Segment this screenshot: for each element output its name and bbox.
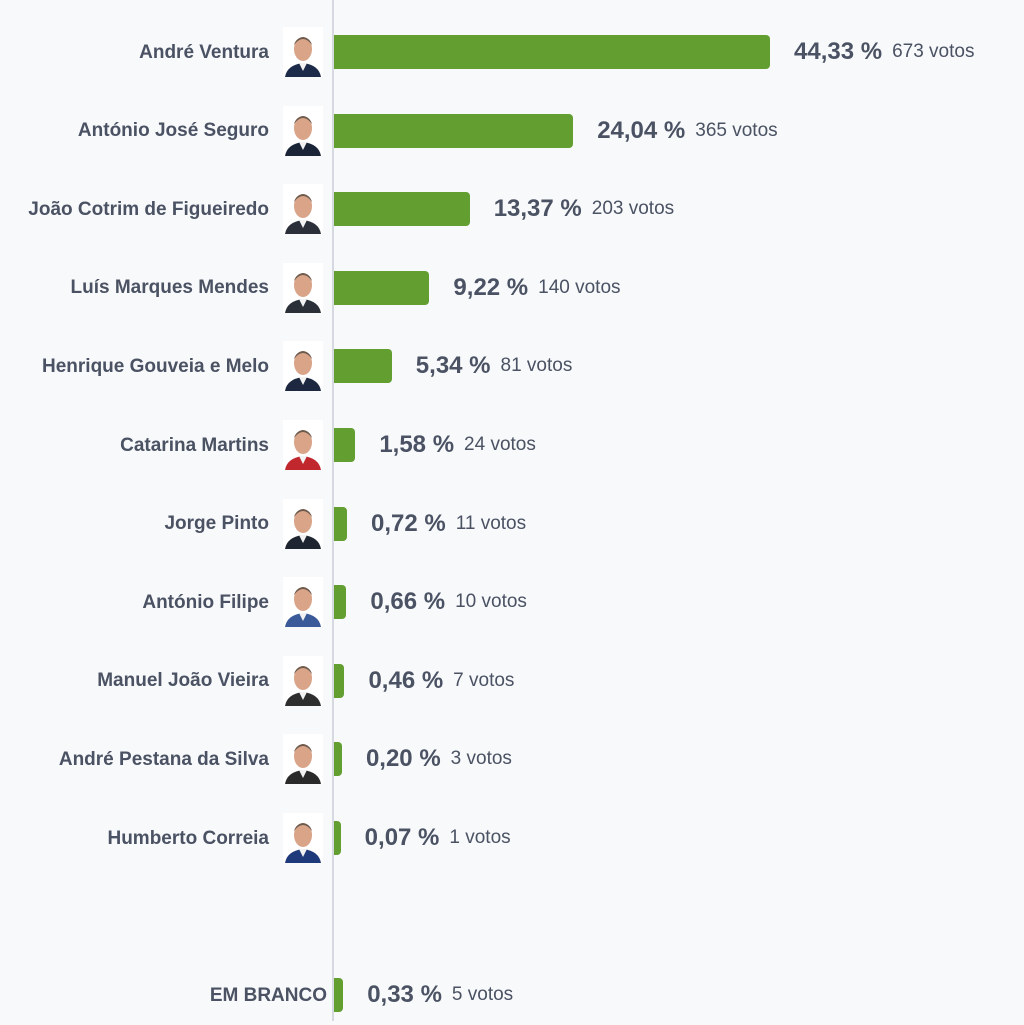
votes-label: 10 votos: [455, 591, 527, 613]
candidate-name: Manuel João Vieira: [97, 670, 269, 692]
bar-row: Catarina Martins 1,58 % 24 votos: [0, 415, 1024, 475]
value-label: 24,04 % 365 votos: [597, 101, 777, 161]
bar-row: António José Seguro 24,04 % 365 votos: [0, 101, 1024, 161]
bar-row: André Pestana da Silva 0,20 % 3 votos: [0, 729, 1024, 789]
bar: [334, 349, 392, 384]
candidate-name: Humberto Correia: [107, 827, 269, 849]
bar: [334, 506, 347, 541]
bar: [334, 742, 342, 777]
votes-label: 11 votos: [455, 512, 527, 534]
bar: [334, 113, 574, 148]
bar-row: André Ventura 44,33 % 673 votos: [0, 22, 1024, 82]
percent-label: 0,46 %: [368, 666, 444, 694]
candidate-name: João Cotrim de Figueiredo: [28, 198, 269, 220]
bar-row: EM BRANCO 0,33 % 5 votos: [0, 965, 1024, 1025]
candidate-photo: [283, 262, 323, 313]
bar: [334, 821, 341, 855]
percent-label: 24,04 %: [597, 116, 686, 144]
candidate-name: António José Seguro: [77, 120, 269, 142]
votes-label: 7 votos: [453, 669, 515, 691]
value-label: 44,33 % 673 votos: [794, 22, 974, 82]
value-label: 9,22 % 140 votos: [453, 258, 620, 318]
bar: [334, 192, 470, 227]
candidate-name: EM BRANCO: [209, 984, 327, 1006]
bar: [334, 663, 345, 698]
percent-label: 13,37 %: [493, 195, 582, 223]
percent-label: 0,07 %: [364, 824, 440, 851]
votes-label: 24 votos: [464, 434, 536, 455]
candidate-photo: [283, 420, 323, 470]
bar-row: António Filipe 0,66 % 10 votos: [0, 572, 1024, 632]
candidate-name: Luís Marques Mendes: [70, 277, 270, 299]
bar-row: João Cotrim de Figueiredo 13,37 % 203 voto…: [0, 179, 1024, 239]
bar: [334, 428, 356, 462]
votes-label: 81 votos: [500, 355, 573, 377]
bar: [334, 585, 347, 620]
candidate-photo: [283, 813, 323, 863]
value-label: 0,20 % 3 votos: [366, 729, 512, 789]
value-label: 0,66 % 10 votos: [370, 572, 527, 632]
candidate-name: António Filipe: [142, 591, 269, 613]
percent-label: 0,33 %: [367, 981, 442, 1008]
bar: [334, 270, 430, 305]
bar-row: Humberto Correia 0,07 % 1 votos: [0, 808, 1024, 868]
candidate-name: André Ventura: [139, 41, 269, 63]
value-label: 5,34 % 81 votos: [416, 336, 573, 396]
value-label: 1,58 % 24 votos: [379, 415, 536, 475]
candidate-photo: [283, 105, 323, 156]
bar-row: Jorge Pinto 0,72 % 11 votos: [0, 494, 1024, 554]
percent-label: 1,58 %: [379, 431, 455, 458]
percent-label: 0,66 %: [370, 588, 446, 616]
percent-label: 5,34 %: [415, 352, 491, 380]
candidate-photo: [283, 655, 323, 706]
value-label: 0,72 % 11 votos: [371, 494, 526, 554]
candidate-photo: [283, 341, 323, 392]
votes-label: 1 votos: [449, 827, 511, 848]
chart-axis-line: [332, 0, 334, 1021]
candidate-name: Henrique Gouveia e Melo: [42, 355, 269, 377]
percent-label: 44,33 %: [794, 38, 883, 65]
candidate-photo: [283, 184, 323, 235]
candidate-name: Catarina Martins: [120, 434, 269, 456]
percent-label: 0,20 %: [365, 745, 441, 773]
bar-row: Manuel João Vieira 0,46 % 7 votos: [0, 651, 1024, 711]
candidate-photo: [283, 577, 323, 628]
value-label: 0,33 % 5 votos: [367, 965, 513, 1025]
candidate-name: André Pestana da Silva: [58, 748, 269, 770]
value-label: 13,37 % 203 votos: [494, 179, 674, 239]
candidate-photo: [283, 498, 323, 549]
percent-label: 9,22 %: [453, 273, 529, 301]
bar: [334, 35, 770, 69]
votes-label: 365 votos: [695, 119, 778, 141]
votes-label: 5 votos: [451, 984, 514, 1005]
bar-row: Luís Marques Mendes 9,22 % 140 votos: [0, 258, 1024, 318]
value-label: 0,46 % 7 votos: [368, 651, 514, 711]
percent-label: 0,72 %: [370, 509, 446, 537]
votes-label: 140 votos: [538, 276, 621, 298]
bar-row: Henrique Gouveia e Melo 5,34 % 81 votos: [0, 336, 1024, 396]
votes-label: 3 votos: [450, 748, 512, 770]
value-label: 0,07 % 1 votos: [365, 808, 511, 868]
bar: [334, 978, 344, 1012]
candidate-name: Jorge Pinto: [164, 513, 269, 535]
votes-label: 203 votos: [591, 198, 675, 220]
candidate-photo: [283, 734, 323, 785]
candidate-photo: [283, 27, 323, 77]
votes-label: 673 votos: [892, 41, 975, 62]
